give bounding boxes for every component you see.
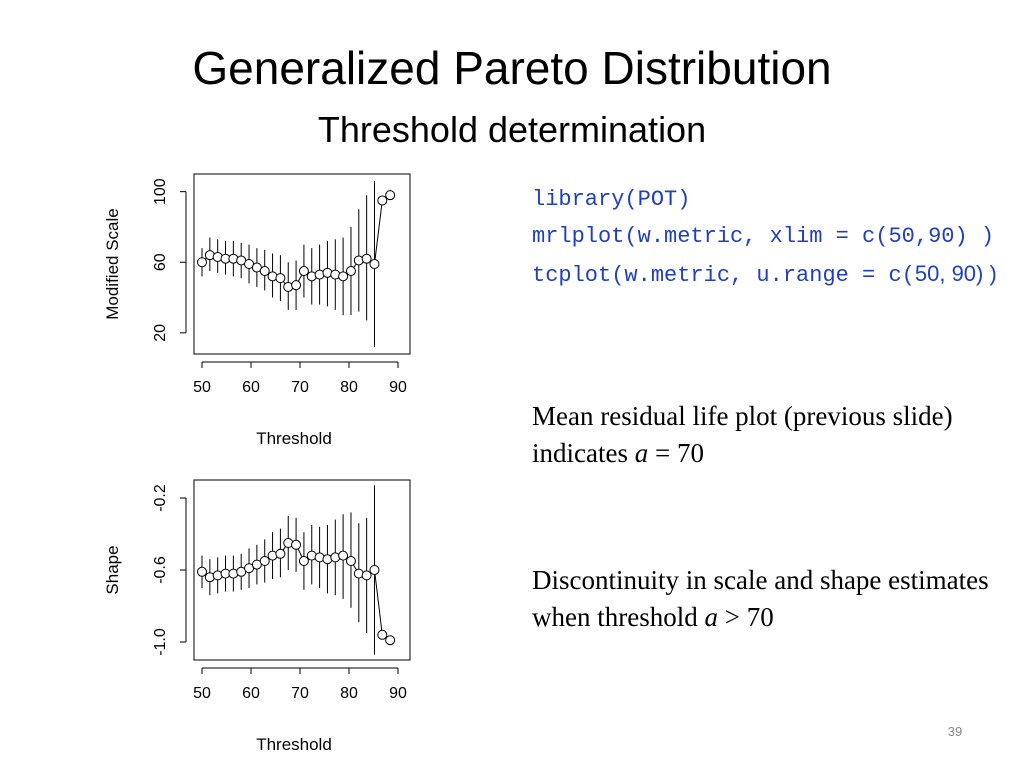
variable-a: a <box>634 438 649 468</box>
code-line-tcplot-tail: 50, 90) ) <box>914 261 997 286</box>
plot-frame <box>193 479 411 661</box>
data-point <box>275 548 286 559</box>
slide-title: Generalized Pareto Distribution <box>192 42 832 94</box>
data-point <box>377 629 388 640</box>
data-point <box>338 550 349 561</box>
paragraph-mean-residual-tail: = 70 <box>648 438 704 468</box>
x-tick-label: 70 <box>291 379 309 396</box>
x-tick-label: 50 <box>193 685 211 702</box>
data-point <box>259 556 270 566</box>
code-line-tcplot: tcplot(w.metric, u.range = c(50, 90) ) <box>532 258 1002 291</box>
paragraph-discontinuity: Discontinuity in scale and shape estimat… <box>532 562 992 636</box>
paragraph-discontinuity-text: Discontinuity in scale and shape estimat… <box>532 565 989 632</box>
x-tick-label: 80 <box>340 685 358 702</box>
x-axis-label: Threshold <box>256 735 332 754</box>
y-tick-label: -1.0 <box>152 628 169 656</box>
y-tick-label: 100 <box>152 178 169 205</box>
x-tick-label: 90 <box>389 379 407 396</box>
slide-subtitle: Threshold determination <box>317 109 707 150</box>
data-point <box>275 273 286 284</box>
data-point <box>338 271 349 282</box>
code-line-mrlplot: mrlplot(w.metric, xlim = c(50,90) ) <box>532 224 995 249</box>
y-axis-label: Shape <box>103 545 122 594</box>
data-point <box>385 190 396 201</box>
data-point <box>291 280 302 291</box>
y-axis-label: Modified Scale <box>103 208 122 320</box>
r-code-block: library(POT) mrlplot(w.metric, xlim = c(… <box>532 184 1002 297</box>
data-point <box>377 195 388 206</box>
code-line-tcplot-code: tcplot(w.metric, u.range = c( <box>532 263 915 288</box>
x-axis-label: Threshold <box>256 429 332 448</box>
y-tick-label: -0.2 <box>152 484 169 512</box>
data-point <box>345 556 356 566</box>
plot-frame <box>193 173 411 355</box>
x-tick-label: 90 <box>389 685 407 702</box>
data-point <box>197 566 207 577</box>
data-point <box>197 257 207 268</box>
variable-a: a <box>704 602 718 632</box>
x-tick-label: 60 <box>242 379 260 396</box>
y-tick-label: 60 <box>152 253 169 271</box>
paragraph-discontinuity-tail: > 70 <box>717 602 774 632</box>
data-point <box>385 635 396 646</box>
paragraph-mean-residual: Mean residual life plot (previous slide)… <box>532 398 992 472</box>
chart-panel-1: 50 60 70 80 90 20 60 100 Threshold Modified Scale <box>103 173 411 448</box>
page-number: 39 <box>947 724 963 739</box>
paragraph-mean-residual-text: Mean residual life plot (previous slide)… <box>532 401 953 468</box>
data-point <box>298 266 309 277</box>
data-point <box>345 266 356 277</box>
x-tick-label: 70 <box>291 685 309 702</box>
chart-panel-2: 50 60 70 80 90 -1.0 -0.6 -0.2 Threshold Shape <box>103 479 411 754</box>
data-point <box>361 570 372 581</box>
data-point <box>369 259 380 269</box>
y-tick-label: -0.6 <box>152 556 169 584</box>
y-tick-label: 20 <box>152 324 169 342</box>
x-tick-label: 60 <box>242 685 260 702</box>
x-tick-label: 50 <box>193 379 211 396</box>
x-tick-label: 80 <box>340 379 358 396</box>
data-point <box>369 565 380 575</box>
data-point <box>291 539 302 550</box>
data-point <box>259 266 270 277</box>
data-point <box>298 556 309 566</box>
data-point <box>361 253 372 264</box>
code-line-library: library(POT) <box>532 187 691 212</box>
